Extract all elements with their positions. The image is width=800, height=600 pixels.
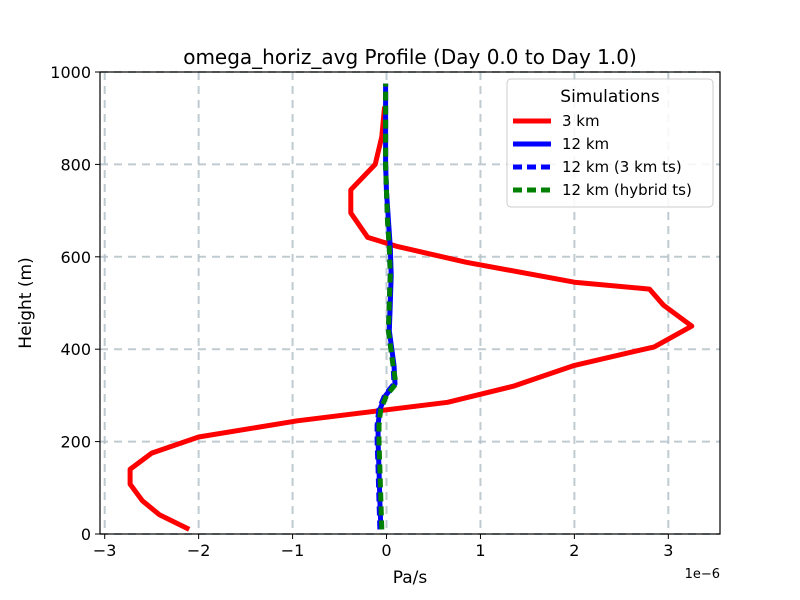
x-tick-label: 3 xyxy=(663,541,673,560)
y-tick-label: 1000 xyxy=(50,63,91,82)
legend-box xyxy=(506,78,714,208)
series-line-12-km-hybrid-ts xyxy=(376,83,399,530)
plot-frame xyxy=(99,71,721,535)
y-tick-label: 400 xyxy=(60,340,91,359)
x-offset-label: 1e−6 xyxy=(685,567,720,582)
legend-label-12-km-3-km-ts: 12 km (3 km ts) xyxy=(562,158,682,176)
y-axis-label: Height (m) xyxy=(16,257,36,348)
x-tick-label: 2 xyxy=(569,541,579,560)
legend-label-12-km: 12 km xyxy=(562,135,609,153)
legend-entries: 3 km 12 km 12 km (3 km ts) 12 km (hybrid ts… xyxy=(513,112,692,199)
legend-label-3-km: 3 km xyxy=(562,112,600,130)
legend-title: Simulations xyxy=(560,87,660,107)
tick-layer: −3 −2 −1 0 1 2 3 0 200 400 600 800 1000 xyxy=(50,63,673,560)
series-line-3-km xyxy=(127,106,695,532)
y-tick-label: 600 xyxy=(60,248,91,267)
y-tick-label: 0 xyxy=(81,525,91,544)
x-tick-label: 1 xyxy=(475,541,485,560)
y-tick-label: 200 xyxy=(60,433,91,452)
legend: Simulations 3 km 12 km 12 km (3 km ts) 12 k… xyxy=(506,78,714,208)
y-tick-label: 800 xyxy=(60,155,91,174)
x-tick-label: −2 xyxy=(187,541,211,560)
legend-label-12-km-hybrid-ts: 12 km (hybrid ts) xyxy=(562,181,692,199)
chart-title: omega_horiz_avg Profile (Day 0.0 to Day … xyxy=(183,45,637,69)
x-tick-label: −3 xyxy=(93,541,117,560)
x-tick-label: −1 xyxy=(281,541,305,560)
series-layer xyxy=(127,83,695,532)
x-tick-label: 0 xyxy=(381,541,391,560)
x-axis-label: Pa/s xyxy=(393,568,428,588)
